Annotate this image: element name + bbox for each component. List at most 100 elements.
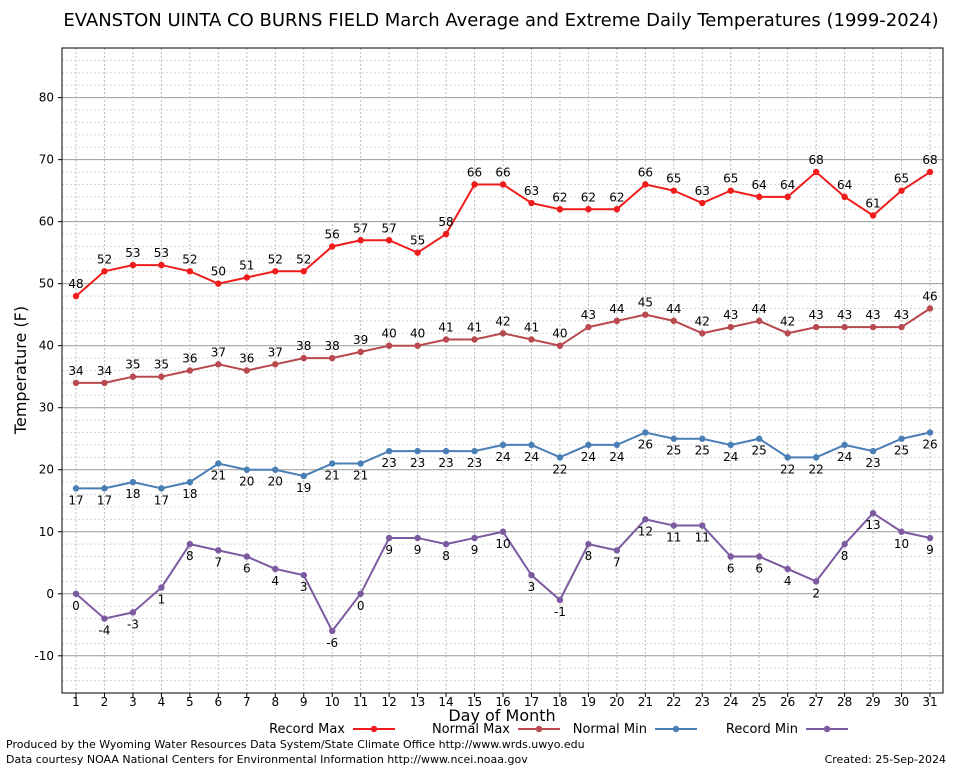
data-label: 1 [158, 593, 166, 607]
data-label: 37 [268, 345, 283, 359]
x-tick-label: 26 [780, 695, 795, 709]
data-label: 40 [552, 327, 567, 341]
data-label: 25 [666, 444, 681, 458]
data-point [613, 206, 621, 213]
legend-swatch-marker [535, 725, 543, 733]
y-tick-label: 20 [39, 463, 54, 477]
x-tick-label: 28 [837, 695, 852, 709]
x-tick-label: 25 [752, 695, 767, 709]
x-tick-label: 20 [609, 695, 624, 709]
data-point [699, 435, 706, 442]
x-tick-label: 3 [129, 695, 137, 709]
footer-produced-by: Produced by the Wyoming Water Resources … [6, 738, 585, 751]
data-point [158, 261, 165, 269]
data-label: 52 [97, 252, 112, 266]
data-point [869, 323, 877, 331]
data-point [812, 323, 820, 331]
data-label: 68 [922, 153, 937, 167]
data-point [129, 478, 137, 486]
data-point [499, 528, 507, 535]
data-point [926, 534, 934, 542]
data-label: 44 [666, 302, 681, 316]
data-label: 62 [552, 190, 567, 204]
data-label: 11 [666, 531, 681, 545]
data-label: 23 [381, 456, 396, 470]
data-point [186, 540, 194, 548]
data-point [898, 187, 905, 194]
y-axis-ticks: -10 0 10 20 30 40 50 60 70 80 [34, 91, 62, 663]
y-tick-label: 70 [39, 153, 54, 167]
data-point [727, 323, 734, 331]
data-point [442, 447, 450, 455]
x-tick-label: 21 [638, 695, 653, 709]
data-label: 18 [125, 487, 140, 501]
data-point [300, 354, 307, 362]
data-point [158, 584, 165, 591]
x-tick-label: 19 [581, 695, 596, 709]
data-label: 17 [154, 493, 169, 507]
x-axis-ticks: 1 2 3 4 5 6 7 8 9 10 11 12 13 14 15 16 17 18 19 20 21 22 23 24 2… [72, 693, 938, 709]
data-point [556, 454, 564, 461]
legend-swatch-marker [672, 725, 680, 733]
data-label: 44 [609, 302, 624, 316]
data-point [784, 330, 791, 337]
series-record-min: 0 -4 -3 1 8 7 6 4 3 -6 0 9 9 8 9 10 3 -1 8 7 12 11 11 6 6 4 2 8 13 10… [72, 509, 934, 650]
data-label: -6 [326, 636, 338, 650]
x-tick-label: 23 [695, 695, 710, 709]
data-label: 52 [182, 252, 197, 266]
data-point [101, 615, 108, 622]
data-label: 6 [755, 562, 763, 576]
data-point [642, 181, 649, 188]
y-tick-label: 50 [39, 277, 54, 291]
data-point [129, 261, 137, 269]
data-point [414, 447, 421, 455]
data-label: 43 [894, 308, 909, 322]
data-point [471, 336, 478, 343]
data-label: 17 [68, 493, 83, 507]
data-point [499, 441, 507, 449]
data-point [869, 509, 877, 517]
data-point [414, 534, 421, 542]
data-point [186, 478, 194, 486]
data-point [186, 268, 194, 275]
data-label: 24 [495, 450, 510, 464]
data-point [272, 361, 279, 368]
data-point [585, 323, 592, 331]
data-label: 57 [381, 221, 396, 235]
data-label: 35 [154, 358, 169, 372]
data-label: 38 [296, 339, 311, 353]
y-tick-label: 40 [39, 339, 54, 353]
data-label: 7 [613, 555, 621, 569]
y-tick-label: 0 [46, 587, 54, 601]
data-point [385, 342, 393, 349]
legend-item: Normal Max [432, 722, 560, 737]
data-label: 11 [695, 531, 710, 545]
data-label: 12 [638, 524, 653, 538]
data-point [784, 454, 791, 461]
data-point [585, 540, 592, 548]
data-label: 37 [211, 345, 226, 359]
data-label: 20 [268, 475, 283, 489]
data-point [642, 311, 649, 318]
data-point [357, 590, 364, 597]
data-label: 3 [528, 580, 536, 594]
data-point [528, 199, 535, 207]
data-point [385, 447, 393, 455]
data-label: 21 [211, 469, 226, 483]
data-point [329, 460, 336, 467]
data-point [556, 342, 564, 349]
data-point [585, 441, 592, 449]
data-point [215, 460, 222, 467]
data-point [385, 237, 393, 244]
x-tick-label: 10 [325, 695, 340, 709]
data-label: 41 [467, 320, 482, 334]
data-point [642, 516, 649, 523]
data-label: 24 [609, 450, 624, 464]
data-label: 44 [752, 302, 767, 316]
data-label: 64 [752, 178, 767, 192]
data-point [556, 206, 564, 213]
data-label: -4 [98, 624, 110, 638]
data-point [329, 354, 336, 362]
data-point [613, 441, 621, 449]
data-label: 43 [865, 308, 880, 322]
